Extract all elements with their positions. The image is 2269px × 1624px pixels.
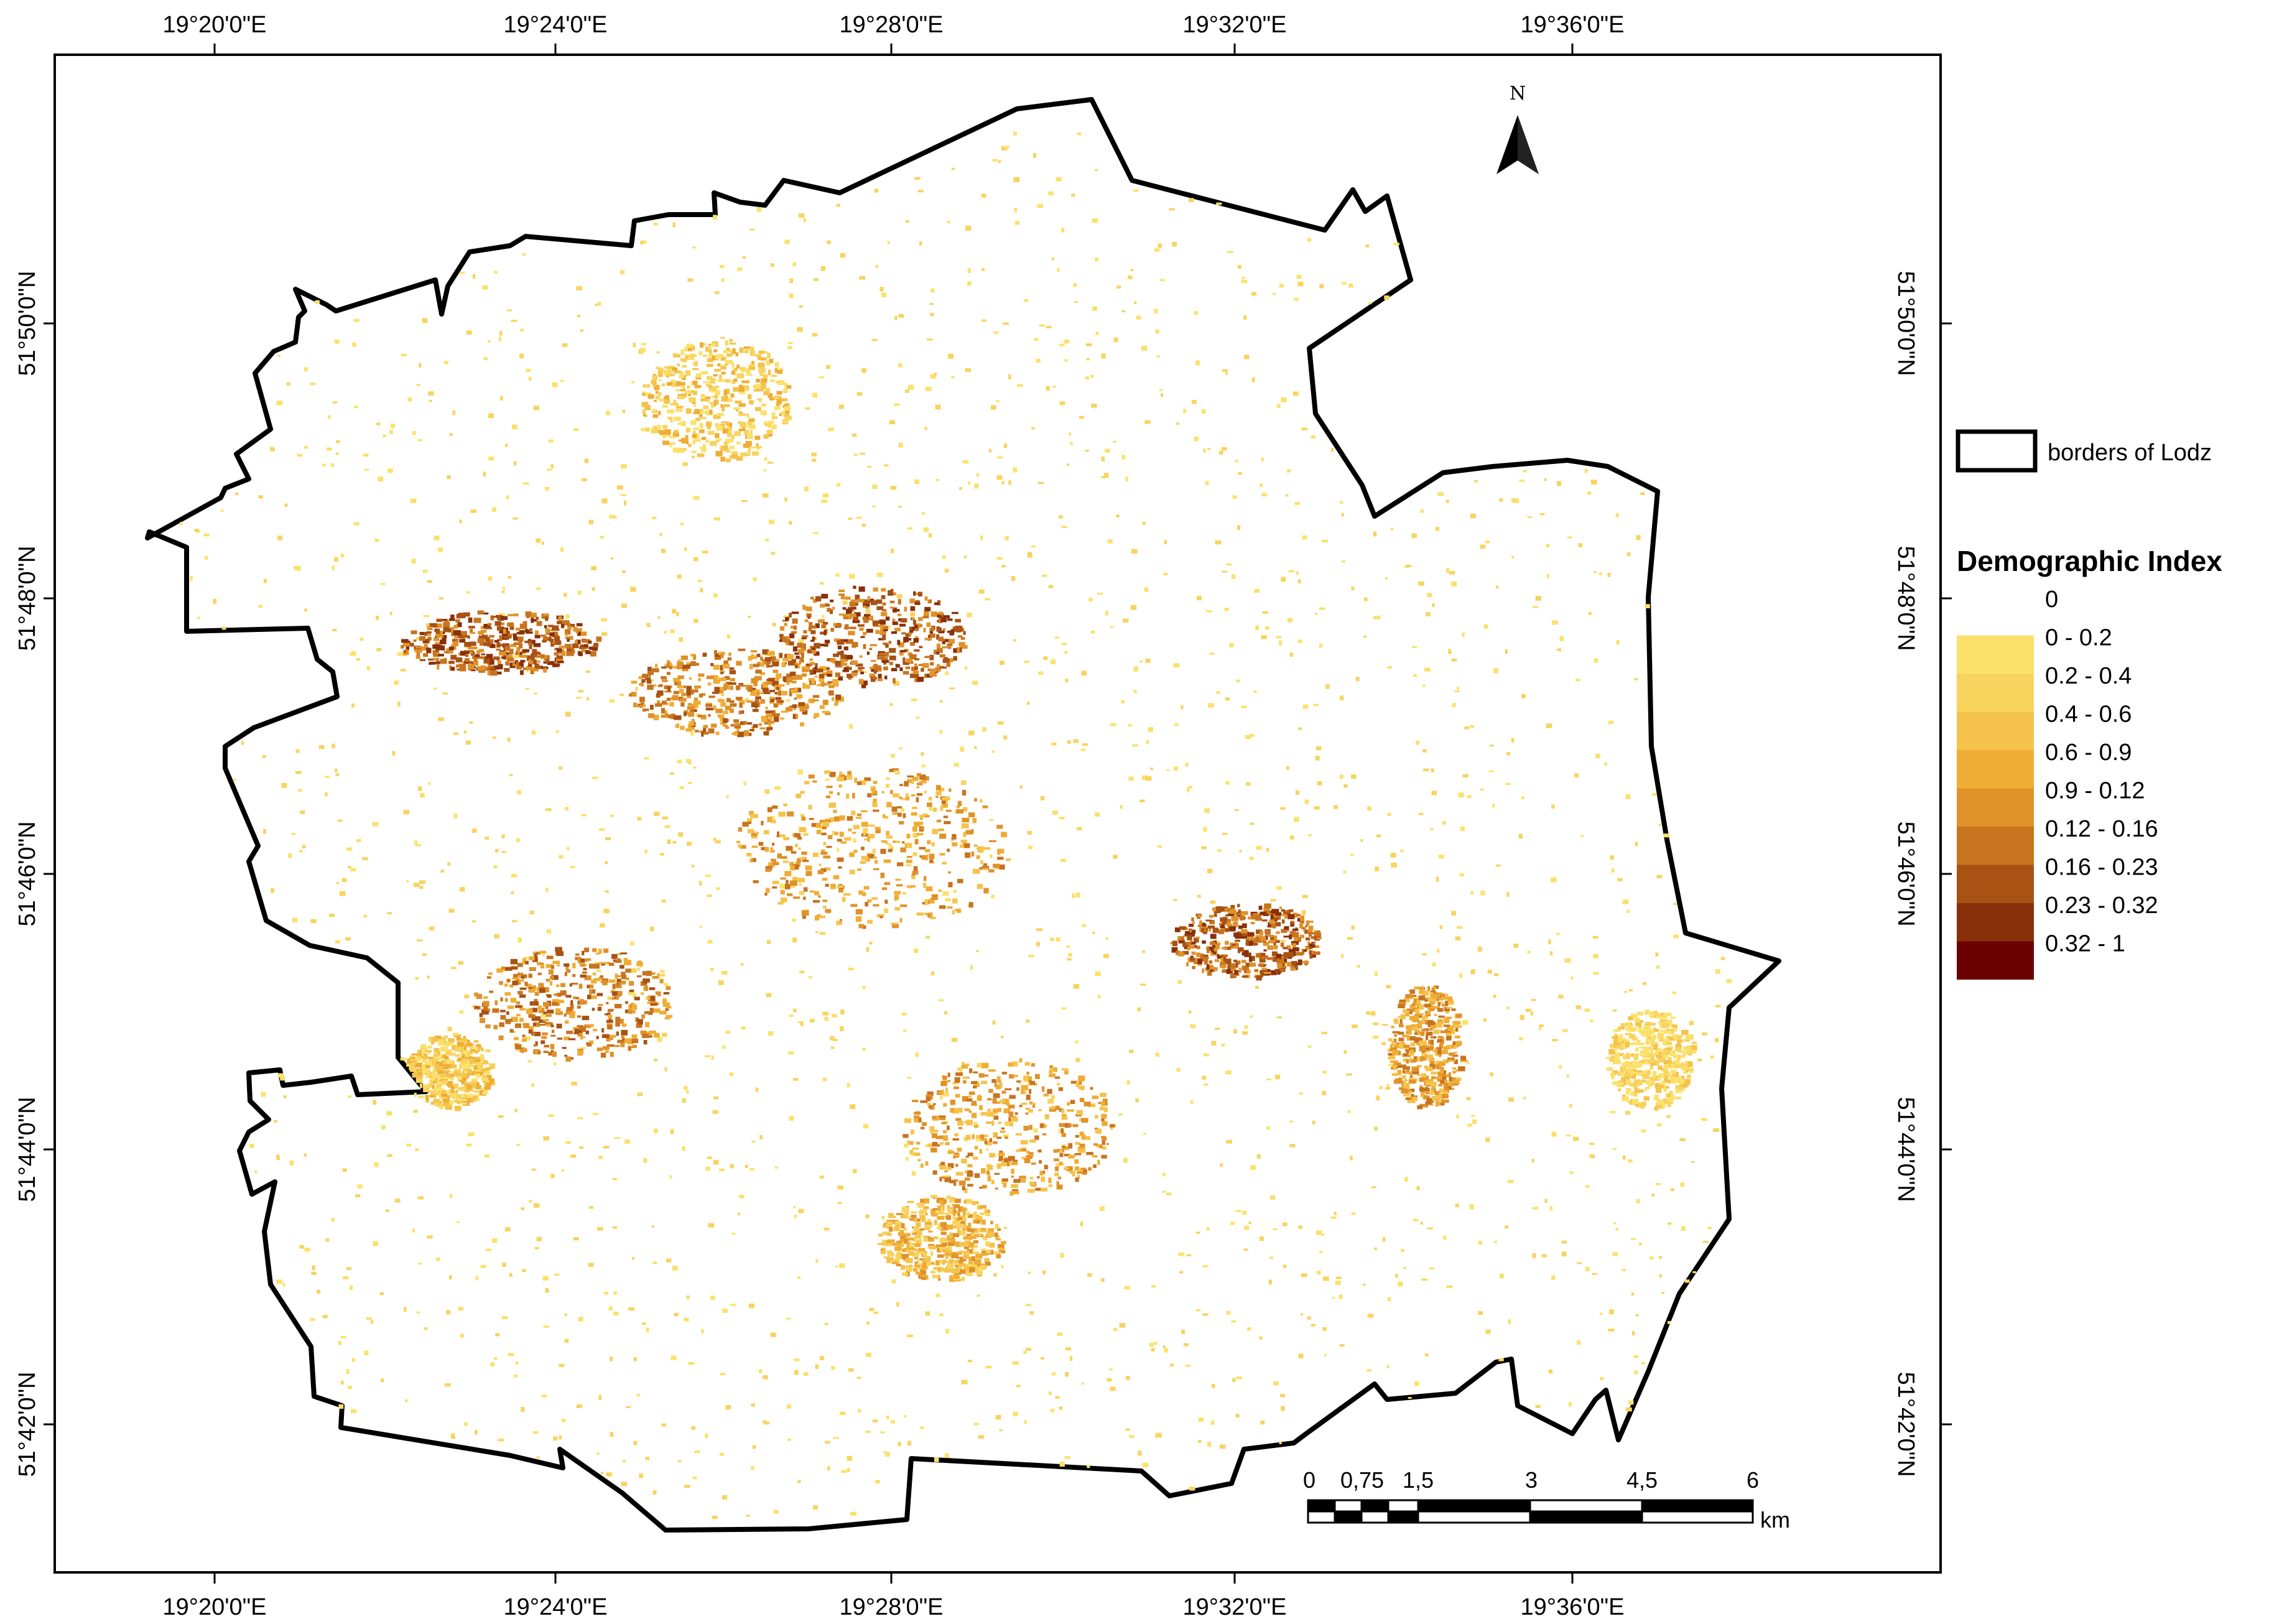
scale-label-075: 0,75 xyxy=(1340,1467,1384,1493)
north-label: N xyxy=(1510,83,1526,104)
legend-class-label: 0.16 - 0.23 xyxy=(2045,855,2158,881)
legend-class-label: 0 - 0.2 xyxy=(2045,625,2112,651)
scale-label-6: 6 xyxy=(1747,1467,1759,1493)
legend-class-label: 0.2 - 0.4 xyxy=(2045,663,2132,689)
right-lat-label: 51°50'0"N xyxy=(1893,271,1919,376)
left-lat-label: 51°46'0"N xyxy=(14,821,40,926)
legend-class-label: 0.12 - 0.16 xyxy=(2045,816,2158,842)
top-lon-label: 19°32'0"E xyxy=(1183,12,1287,38)
left-lat-label: 51°48'0"N xyxy=(14,545,40,651)
scale-label-15: 1,5 xyxy=(1403,1467,1434,1493)
scale-unit: km xyxy=(1760,1507,1790,1533)
north-arrow: N xyxy=(1496,83,1539,174)
left-lat-label: 51°44'0"N xyxy=(14,1097,40,1202)
left-lat-label: 51°42'0"N xyxy=(14,1371,40,1477)
top-lon-label: 19°28'0"E xyxy=(840,12,944,38)
lodz-city-boundary xyxy=(145,97,1781,1533)
legend-class-label: 0 xyxy=(2045,587,2058,613)
legend-swatch xyxy=(1957,865,2034,903)
bottom-lon-label: 19°24'0"E xyxy=(504,1594,608,1620)
legend-class-label: 0.32 - 1 xyxy=(2045,931,2125,957)
right-lat-label: 51°42'0"N xyxy=(1893,1371,1919,1477)
bottom-longitude-labels: 19°20'0"E 19°24'0"E 19°28'0"E 19°32'0"E … xyxy=(163,1594,1625,1620)
left-latitude-labels: 51°50'0"N 51°48'0"N 51°46'0"N 51°44'0"N … xyxy=(14,271,40,1477)
right-tick-marks xyxy=(1941,322,1952,1426)
legend-swatch xyxy=(1957,750,2034,789)
bottom-lon-label: 19°36'0"E xyxy=(1521,1594,1625,1620)
top-lon-label: 19°36'0"E xyxy=(1521,12,1625,38)
scale-label-3: 3 xyxy=(1525,1467,1538,1493)
legend-classes: 0 0 - 0.2 0.2 - 0.4 0.4 - 0.6 0.6 - 0.9 0.9 -… xyxy=(1957,587,2158,980)
top-tick-marks xyxy=(213,44,1574,55)
legend-swatch xyxy=(1957,788,2034,827)
legend-title: Demographic Index xyxy=(1957,545,2222,577)
legend-swatch xyxy=(1957,674,2034,712)
top-lon-label: 19°24'0"E xyxy=(504,12,608,38)
legend-border-label: borders of Lodz xyxy=(2048,440,2212,466)
right-lat-label: 51°46'0"N xyxy=(1893,821,1919,926)
left-lat-label: 51°50'0"N xyxy=(14,271,40,376)
bottom-lon-label: 19°28'0"E xyxy=(840,1594,944,1620)
right-lat-label: 51°44'0"N xyxy=(1893,1097,1919,1202)
bottom-lon-label: 19°20'0"E xyxy=(163,1594,267,1620)
legend-swatch xyxy=(1957,827,2034,865)
legend-class-label: 0.9 - 0.12 xyxy=(2045,778,2145,804)
legend-swatch xyxy=(1957,903,2034,942)
top-longitude-labels: 19°20'0"E 19°24'0"E 19°28'0"E 19°32'0"E … xyxy=(163,12,1625,38)
scale-label-45: 4,5 xyxy=(1626,1467,1658,1493)
right-latitude-labels: 51°50'0"N 51°48'0"N 51°46'0"N 51°44'0"N … xyxy=(1893,271,1919,1477)
bottom-lon-label: 19°32'0"E xyxy=(1183,1594,1287,1620)
scale-label-0: 0 xyxy=(1303,1467,1315,1493)
top-lon-label: 19°20'0"E xyxy=(163,12,267,38)
scale-bar: 0 0,75 1,5 3 4,5 6 km xyxy=(1303,1467,1790,1533)
legend-class-label: 0.4 - 0.6 xyxy=(2045,702,2132,728)
legend-swatch xyxy=(1957,941,2034,980)
scale-bar-segments xyxy=(1307,1499,1754,1524)
legend-class-label: 0.23 - 0.32 xyxy=(2045,893,2158,919)
demographic-index-pixels xyxy=(180,131,1732,1520)
legend: borders of Lodz Demographic Index 0 0 - 0… xyxy=(1956,429,2222,980)
legend-swatch xyxy=(1957,635,2034,674)
legend-border-swatch xyxy=(1956,429,2038,473)
legend-class-label: 0.6 - 0.9 xyxy=(2045,740,2132,766)
right-lat-label: 51°48'0"N xyxy=(1893,545,1919,651)
legend-swatch xyxy=(1957,712,2034,750)
bottom-tick-marks xyxy=(213,1572,1574,1584)
left-tick-marks xyxy=(44,322,55,1426)
